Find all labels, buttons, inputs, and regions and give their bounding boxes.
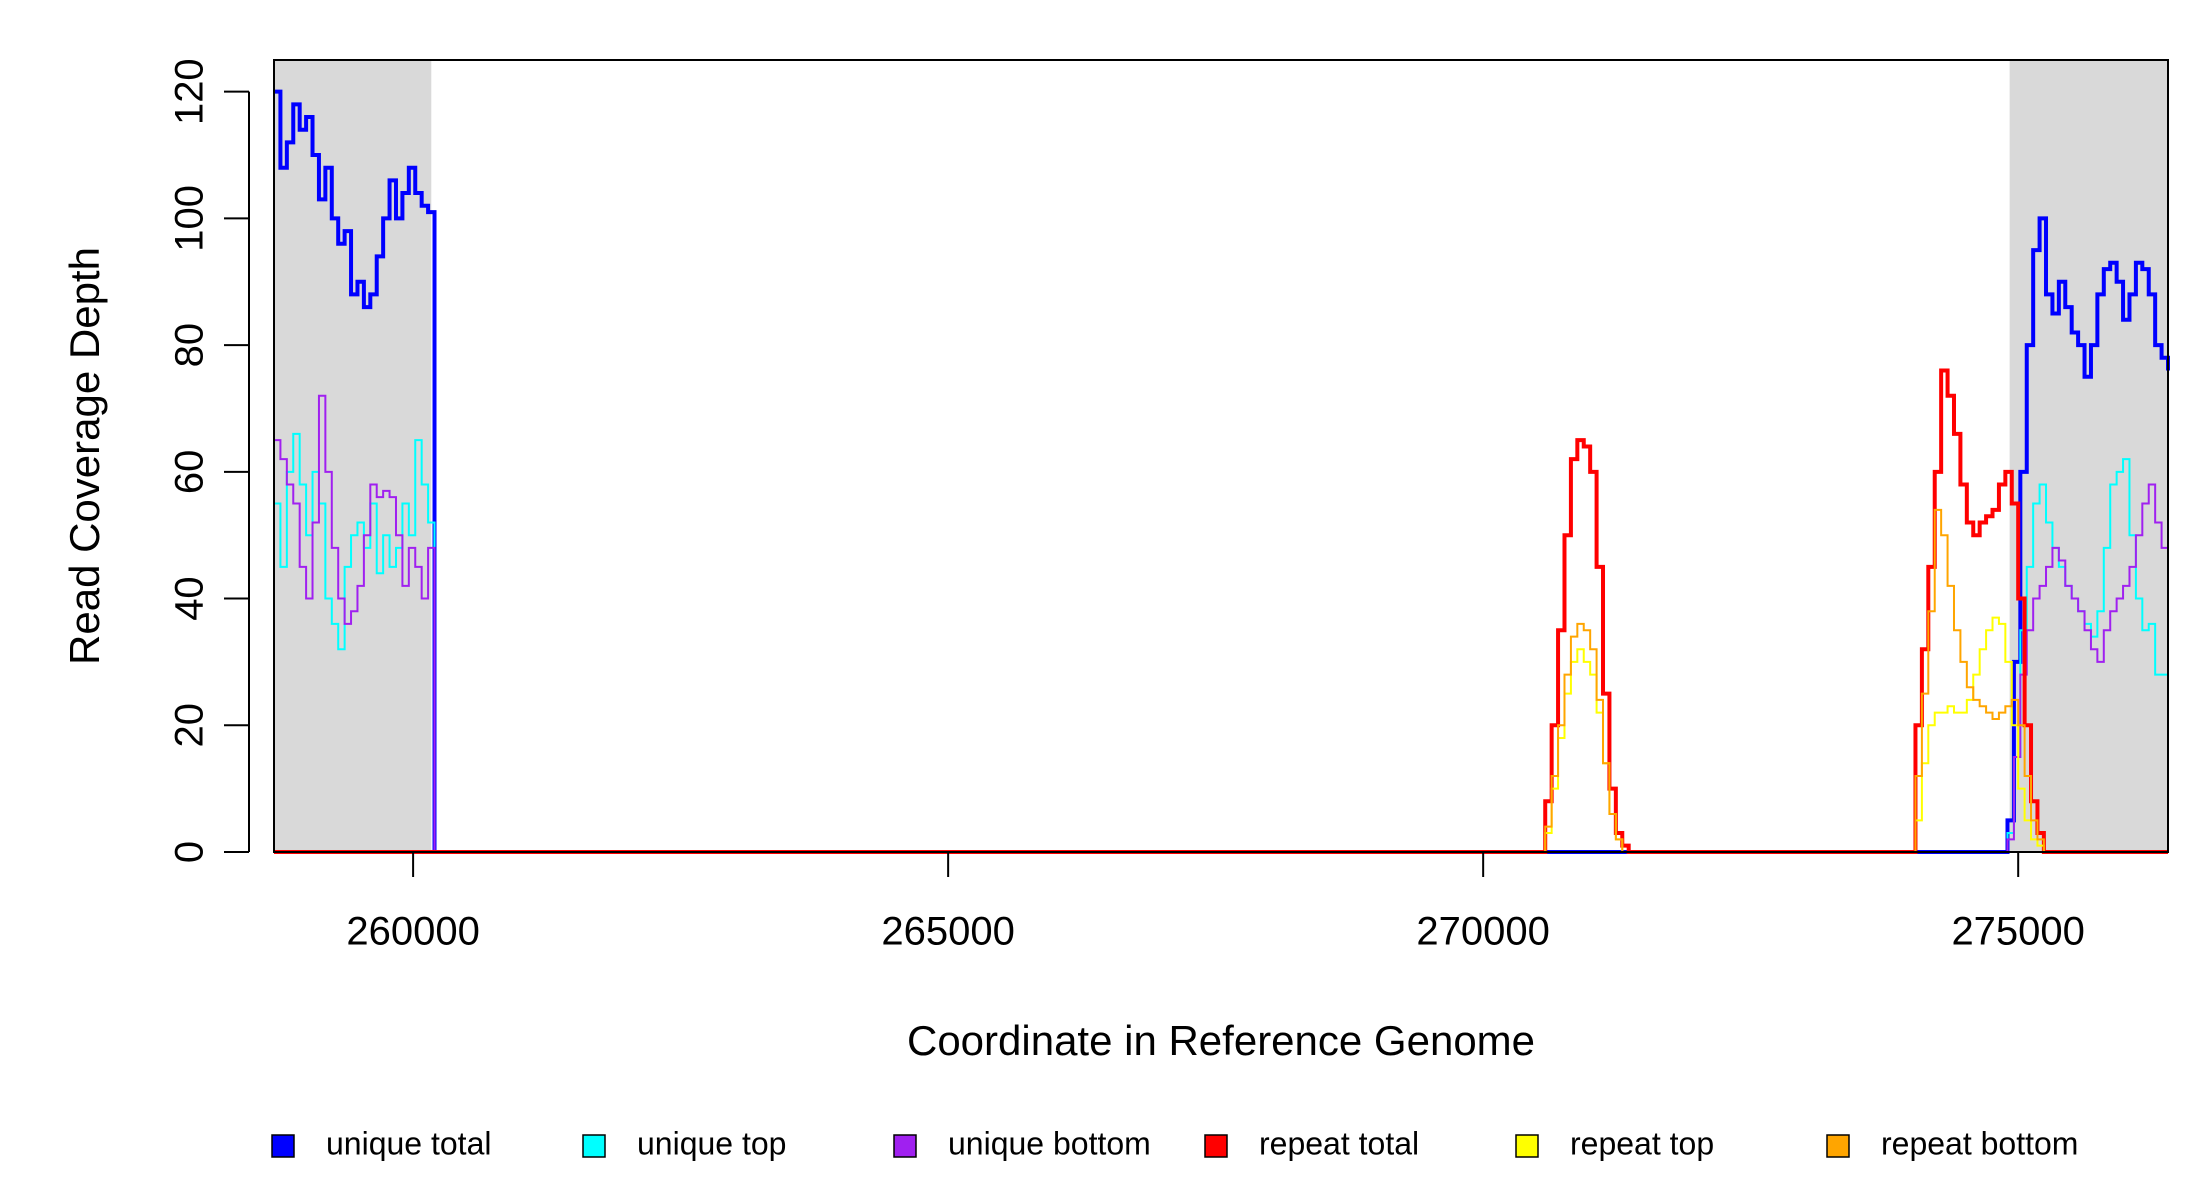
x-axis-title: Coordinate in Reference Genome: [907, 1017, 1535, 1064]
y-tick-label: 100: [168, 185, 212, 252]
legend-label: repeat top: [1570, 1125, 1714, 1161]
legend-label: unique bottom: [948, 1125, 1151, 1161]
shaded-region: [2009, 60, 2168, 852]
series-line: [274, 89, 2170, 854]
legend-swatch: [1204, 1134, 1228, 1158]
legend-label: unique total: [326, 1125, 491, 1161]
y-tick-label: 120: [168, 58, 212, 125]
x-tick-label: 265000: [881, 910, 1014, 954]
x-tick-label: 260000: [346, 910, 479, 954]
y-tick-label: 40: [168, 576, 212, 621]
y-tick-label: 60: [168, 450, 212, 495]
plot-frame: [273, 59, 2169, 853]
legend-swatch: [271, 1134, 295, 1158]
y-axis-title: Read Coverage Depth: [61, 247, 108, 665]
legend-swatch: [893, 1134, 917, 1158]
series-line: [274, 616, 2168, 853]
legend-swatch: [582, 1134, 606, 1158]
legend-label: unique top: [637, 1125, 786, 1161]
series-line: [274, 508, 2168, 853]
series-line: [274, 368, 2168, 854]
legend-label: repeat bottom: [1881, 1125, 2078, 1161]
y-tick-label: 20: [168, 703, 212, 748]
legend-swatch: [1826, 1134, 1850, 1158]
x-tick-label: 275000: [1951, 910, 2084, 954]
y-tick-label: 0: [168, 841, 212, 863]
legend-swatch: [1515, 1134, 1539, 1158]
x-tick-label: 270000: [1416, 910, 1549, 954]
legend-label: repeat total: [1259, 1125, 1419, 1161]
series-line: [274, 394, 2169, 853]
series-line: [274, 432, 2169, 853]
y-tick-label: 80: [168, 323, 212, 368]
